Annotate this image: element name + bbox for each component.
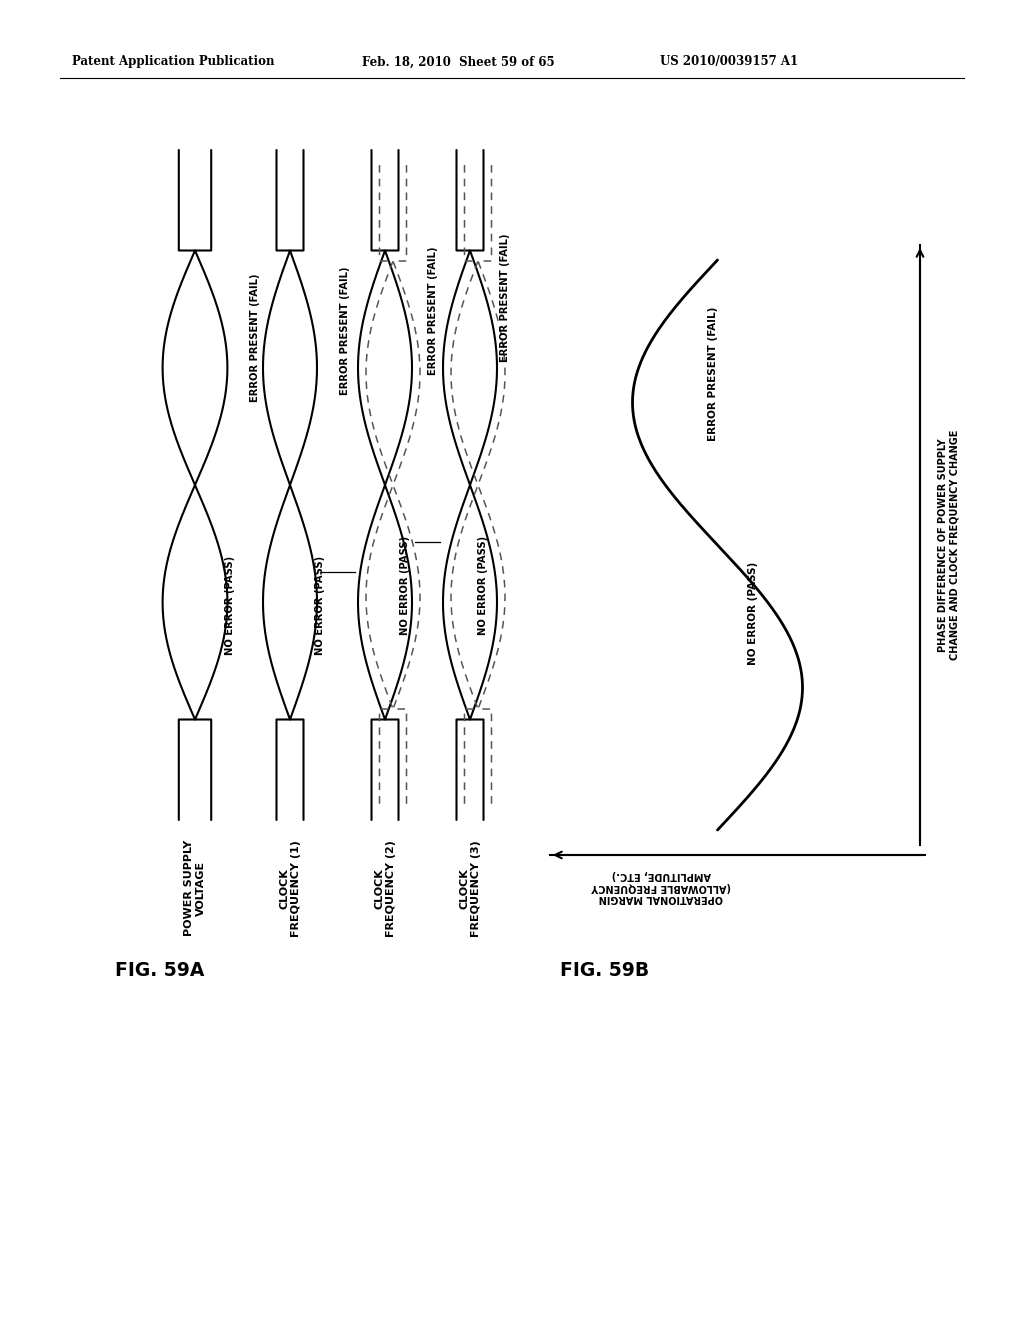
Text: FIG. 59A: FIG. 59A <box>115 961 205 979</box>
Text: NO ERROR (PASS): NO ERROR (PASS) <box>400 536 410 635</box>
Text: NO ERROR (PASS): NO ERROR (PASS) <box>225 556 234 655</box>
Text: US 2010/0039157 A1: US 2010/0039157 A1 <box>660 55 798 69</box>
Text: Feb. 18, 2010  Sheet 59 of 65: Feb. 18, 2010 Sheet 59 of 65 <box>362 55 555 69</box>
Text: ERROR PRESENT (FAIL): ERROR PRESENT (FAIL) <box>250 273 260 401</box>
Text: PHASE DIFFERENCE OF POWER SUPPLY
CHANGE AND CLOCK FREQUENCY CHANGE: PHASE DIFFERENCE OF POWER SUPPLY CHANGE … <box>938 430 959 660</box>
Text: FIG. 59B: FIG. 59B <box>560 961 649 979</box>
Text: NO ERROR (PASS): NO ERROR (PASS) <box>748 562 758 665</box>
Text: POWER SUPPLY
VOLTAGE: POWER SUPPLY VOLTAGE <box>184 840 206 936</box>
Text: OPERATIONAL MARGIN
(ALLOWABLE FREQUENCY
AMPLITUDE, ETC.): OPERATIONAL MARGIN (ALLOWABLE FREQUENCY … <box>592 870 731 903</box>
Text: CLOCK
FREQUENCY (3): CLOCK FREQUENCY (3) <box>459 840 481 937</box>
Text: CLOCK
FREQUENCY (2): CLOCK FREQUENCY (2) <box>374 840 396 937</box>
Text: NO ERROR (PASS): NO ERROR (PASS) <box>478 536 488 635</box>
Text: NO ERROR (PASS): NO ERROR (PASS) <box>315 556 325 655</box>
Text: Patent Application Publication: Patent Application Publication <box>72 55 274 69</box>
Text: ERROR PRESENT (FAIL): ERROR PRESENT (FAIL) <box>500 234 510 362</box>
Text: ERROR PRESENT (FAIL): ERROR PRESENT (FAIL) <box>340 267 350 395</box>
Text: CLOCK
FREQUENCY (1): CLOCK FREQUENCY (1) <box>280 840 301 937</box>
Text: ERROR PRESENT (FAIL): ERROR PRESENT (FAIL) <box>428 247 438 375</box>
Text: ERROR PRESENT (FAIL): ERROR PRESENT (FAIL) <box>708 306 718 441</box>
